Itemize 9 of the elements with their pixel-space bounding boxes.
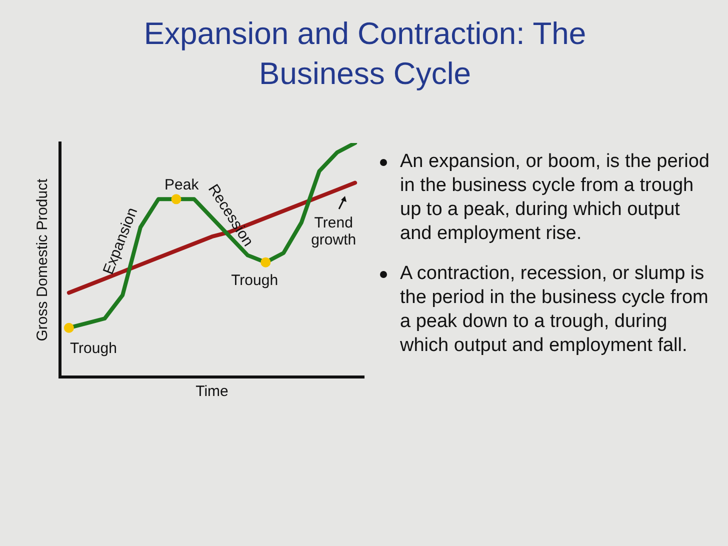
annotation: Peak xyxy=(164,176,200,194)
y-axis-title: Gross Domestic Product xyxy=(34,178,52,342)
annotation: Trend growth xyxy=(311,214,356,249)
annotation: Trough xyxy=(231,272,278,290)
annotation: Trough xyxy=(70,340,117,358)
text: A contraction, recession, or slump is the period in the business cycle from a peak down to a trough, during which output and employment fall. xyxy=(399,262,710,358)
text: An expansion, or boom, is the period in the business cycle from a trough up to a peak, during which output and employment rise. xyxy=(399,150,710,246)
x-axis-title: Time xyxy=(196,383,228,400)
chart-title: Expansion and Contraction: The Business Cycle xyxy=(142,15,588,93)
